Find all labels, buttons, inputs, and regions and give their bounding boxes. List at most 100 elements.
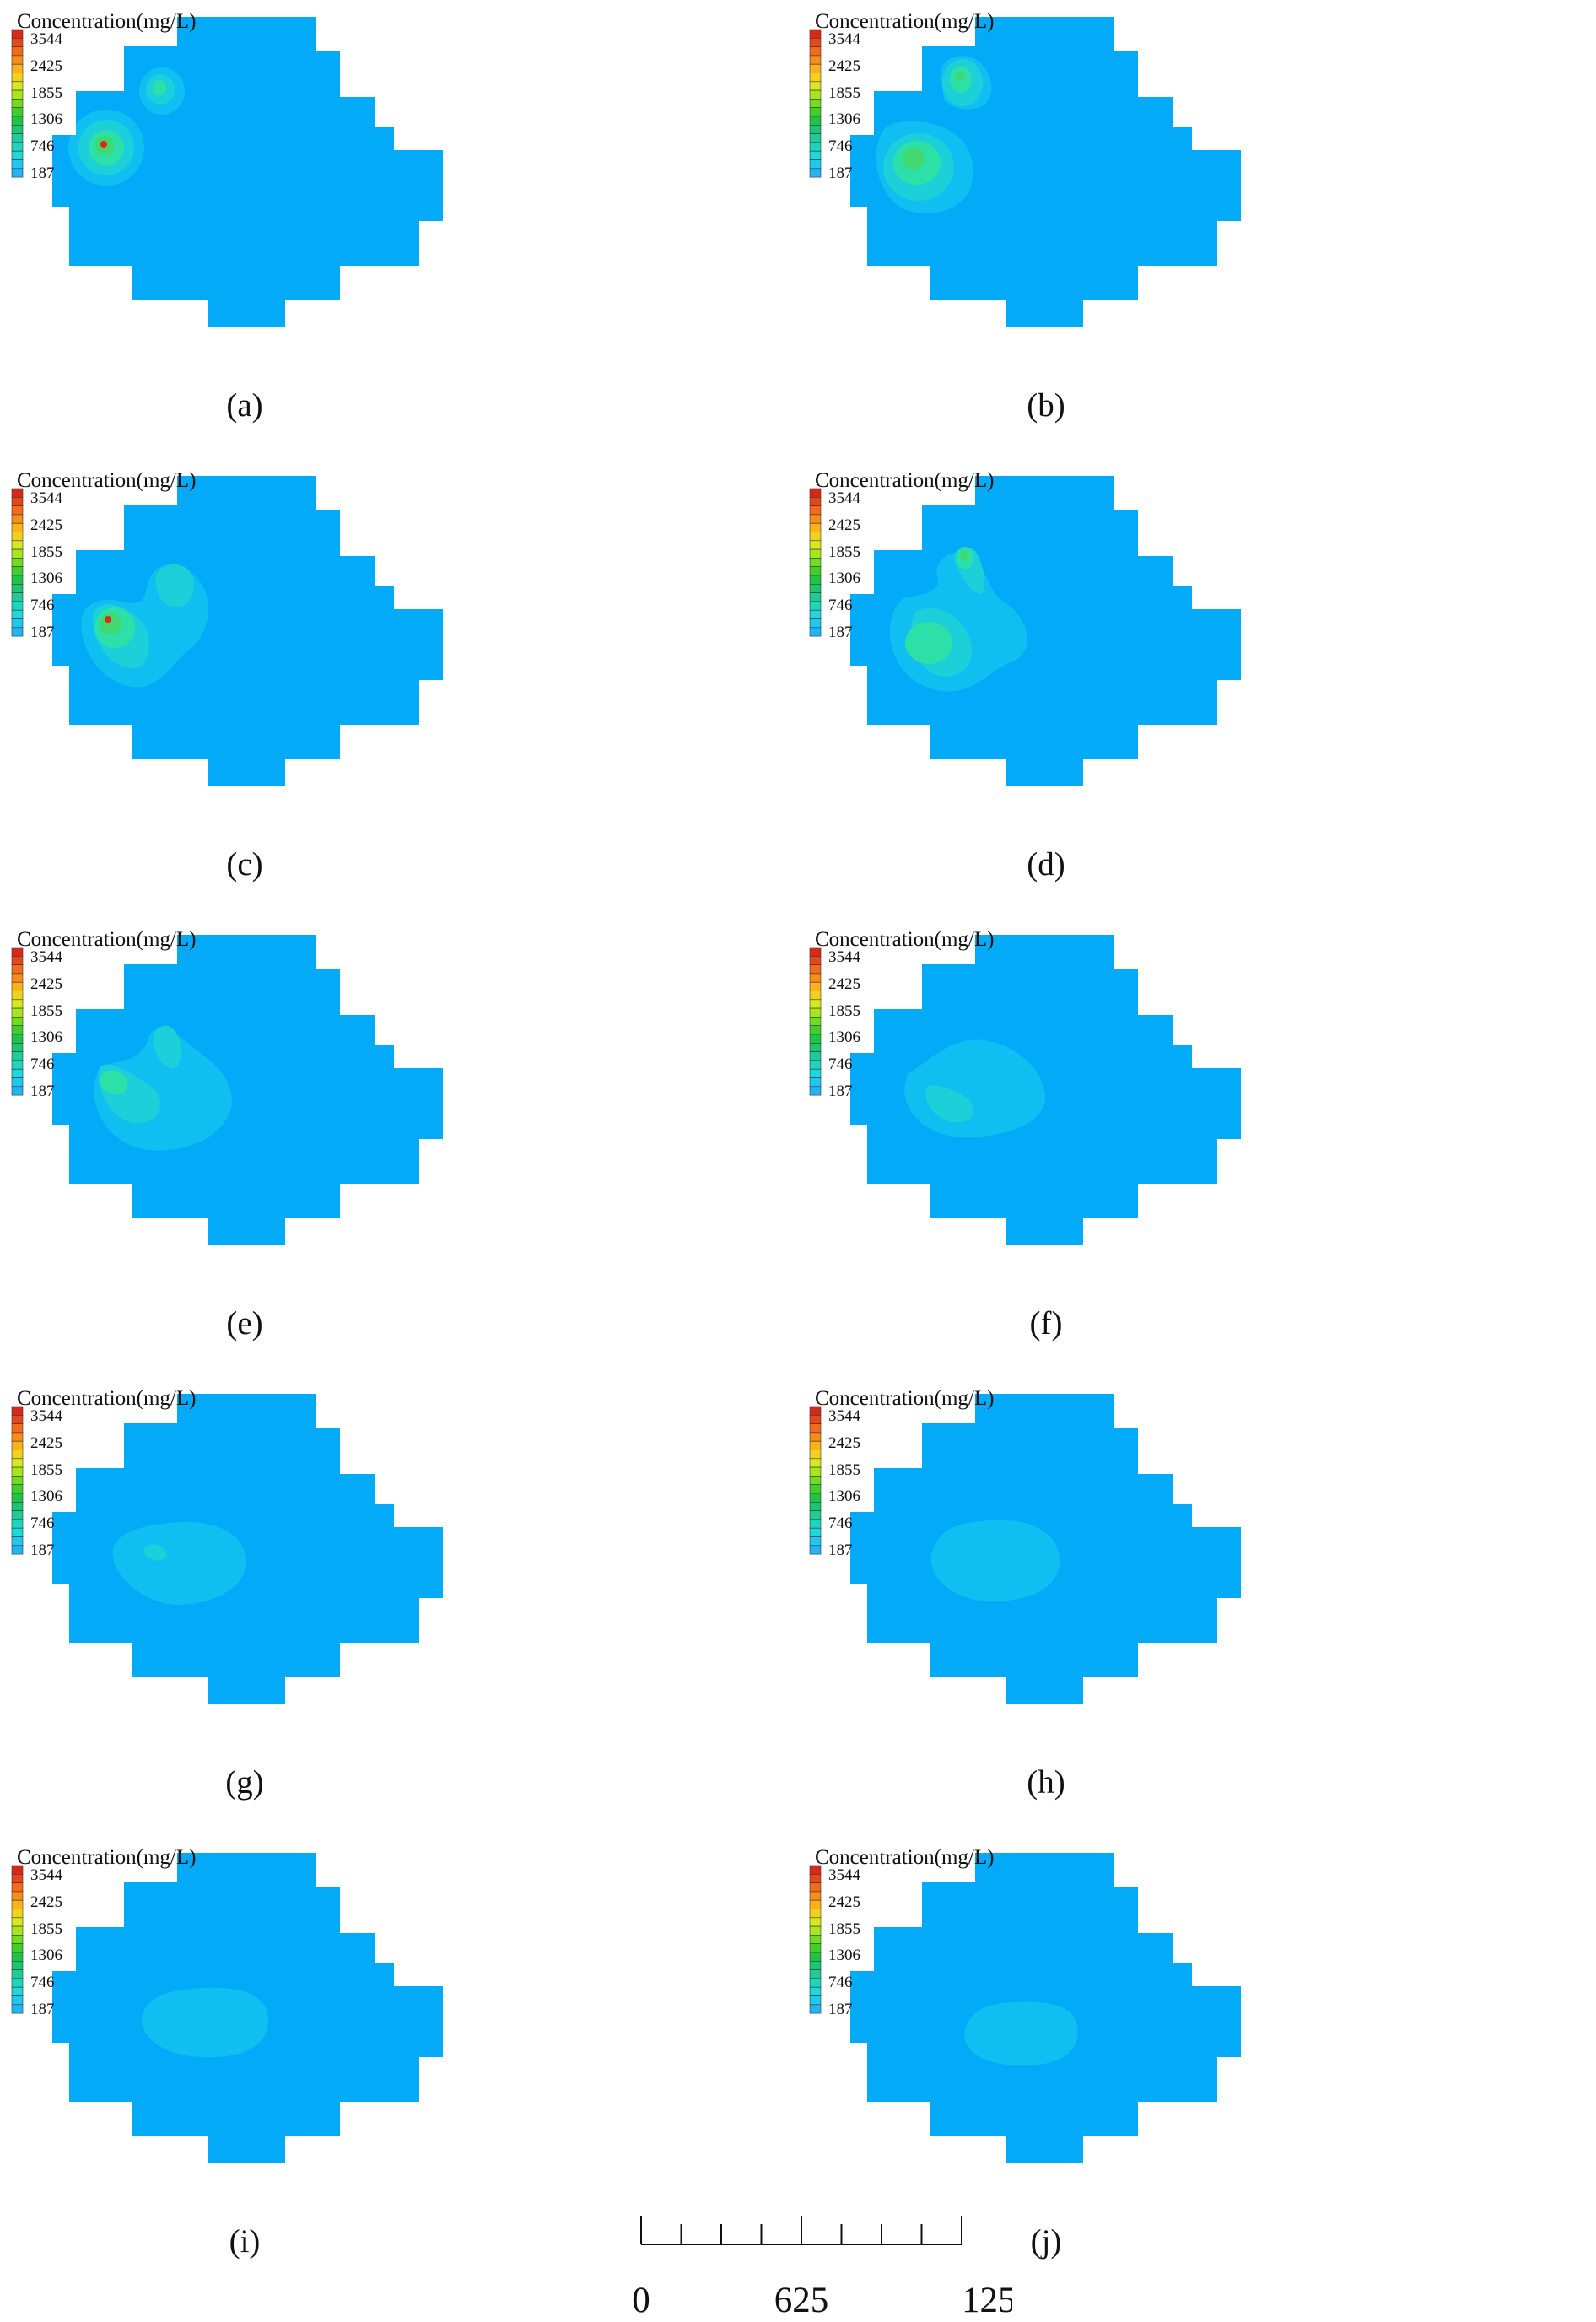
legend-swatch [809, 1935, 822, 1945]
legend-swatch [809, 1493, 822, 1503]
legend-tick-label: 2425 [30, 975, 62, 993]
legend-title: Concentration(mg/L) [815, 469, 995, 492]
legend-tick-label: 1306 [30, 1029, 62, 1046]
legend-swatch [11, 548, 24, 559]
plume-contour [112, 1521, 247, 1606]
legend-title: Concentration(mg/L) [815, 10, 995, 33]
legend-swatch [809, 1917, 822, 1927]
legend-tick-label: 3544 [30, 1866, 63, 1884]
legend-swatch [11, 1899, 24, 1909]
legend-tick-label: 1306 [828, 111, 860, 128]
legend-tick-label: 3544 [30, 1407, 63, 1425]
legend-swatch [11, 1017, 24, 1027]
panel-label: (f) [1029, 1305, 1063, 1342]
color-legend: 3544 2425 1855 1306 746 187 [809, 29, 861, 182]
legend-swatch [11, 1909, 24, 1919]
legend-swatch [809, 46, 822, 57]
legend-swatch [809, 150, 822, 160]
panel-label: (d) [1027, 846, 1065, 883]
legend-swatch [809, 558, 822, 568]
legend-swatch [11, 1527, 24, 1537]
legend-swatch [809, 37, 822, 47]
legend-swatch [11, 1873, 24, 1883]
legend-swatch [809, 1051, 822, 1061]
legend-tick-label: 187 [30, 1542, 55, 1559]
legend-swatch [11, 37, 24, 47]
legend-tick-label: 1855 [828, 1002, 860, 1020]
plume-contour [105, 616, 111, 623]
contour-map: 3544 2425 1855 1306 746 187 [809, 17, 1241, 327]
model-domain [52, 935, 443, 1245]
legend-swatch [11, 496, 24, 506]
legend-swatch [11, 125, 24, 134]
legend-swatch [809, 1476, 822, 1486]
legend-swatch [11, 1423, 24, 1434]
scale-bar: 0 625 1250 (m) [632, 2216, 1012, 2320]
contour-map: 3544 2425 1855 1306 746 187 [809, 935, 1241, 1245]
legend-swatch [809, 81, 822, 91]
legend-swatch [809, 999, 822, 1009]
contour-panel-d: 3544 2425 1855 1306 746 187 Concentration(mg/L… [798, 459, 1596, 915]
legend-swatch [809, 159, 822, 170]
contour-panel-h: 3544 2425 1855 1306 746 187 Concentration(mg/L… [798, 1377, 1596, 1833]
legend-tick-label: 1306 [828, 570, 860, 587]
legend-tick-label: 3544 [828, 30, 861, 48]
legend-tick-label: 1855 [828, 543, 860, 561]
plume [81, 564, 209, 688]
contour-panel-c: 3544 2425 1855 1306 746 187 Concentration(mg/L… [0, 459, 798, 915]
legend-tick-label: 746 [30, 1515, 55, 1532]
legend-tick-label: 2425 [30, 1434, 62, 1452]
legend-tick-label: 187 [828, 165, 853, 182]
legend-swatch [809, 566, 822, 576]
legend-swatch [11, 99, 24, 109]
color-legend: 3544 2425 1855 1306 746 187 [809, 488, 861, 641]
legend-swatch [11, 55, 24, 65]
legend-swatch [11, 1077, 24, 1088]
legend-title: Concentration(mg/L) [17, 10, 197, 33]
legend-swatch [11, 1961, 24, 1970]
legend-swatch [11, 1969, 24, 1979]
legend-swatch [809, 133, 822, 143]
legend-tick-label: 3544 [828, 948, 861, 966]
contour-map: 3544 2425 1855 1306 746 187 [809, 1853, 1241, 2163]
contour-map: 3544 2425 1855 1306 746 187 [11, 1853, 443, 2163]
legend-swatch [809, 1432, 822, 1442]
legend-swatch [809, 532, 822, 542]
legend-swatch [11, 1935, 24, 1945]
legend-tick-label: 1855 [30, 1002, 62, 1020]
legend-tick-label: 1855 [828, 1920, 860, 1938]
legend-swatch [11, 89, 24, 100]
legend-swatch [809, 1891, 822, 1901]
plume [94, 1025, 232, 1151]
legend-tick-label: 2425 [30, 57, 62, 75]
legend-swatch [809, 548, 822, 559]
legend-tick-label: 746 [30, 597, 55, 614]
legend-swatch [11, 116, 24, 126]
legend-swatch [11, 1484, 24, 1494]
legend-swatch [809, 1086, 822, 1096]
legend-swatch [11, 532, 24, 542]
legend-swatch [11, 150, 24, 160]
legend-tick-label: 187 [828, 1542, 853, 1559]
color-legend: 3544 2425 1855 1306 746 187 [11, 29, 63, 182]
legend-tick-label: 1306 [30, 1488, 62, 1505]
legend-swatch [11, 1882, 24, 1893]
legend-tick-label: 3544 [828, 489, 861, 507]
legend-swatch [11, 1891, 24, 1901]
legend-swatch [809, 1450, 822, 1460]
legend-swatch [809, 1466, 822, 1477]
plume-contour [153, 1025, 181, 1068]
legend-swatch [809, 1873, 822, 1883]
legend-tick-label: 187 [828, 2001, 853, 2018]
legend-swatch [809, 981, 822, 991]
legend-swatch [11, 1917, 24, 1927]
legend-swatch [11, 999, 24, 1009]
legend-swatch [809, 1007, 822, 1018]
legend-tick-label: 1855 [828, 84, 860, 102]
legend-swatch [809, 1077, 822, 1088]
legend-tick-label: 2425 [828, 1893, 860, 1911]
legend-tick-label: 2425 [828, 1434, 860, 1452]
legend-swatch [809, 601, 822, 611]
legend-swatch [11, 1476, 24, 1486]
contour-map: 3544 2425 1855 1306 746 187 [11, 17, 443, 327]
